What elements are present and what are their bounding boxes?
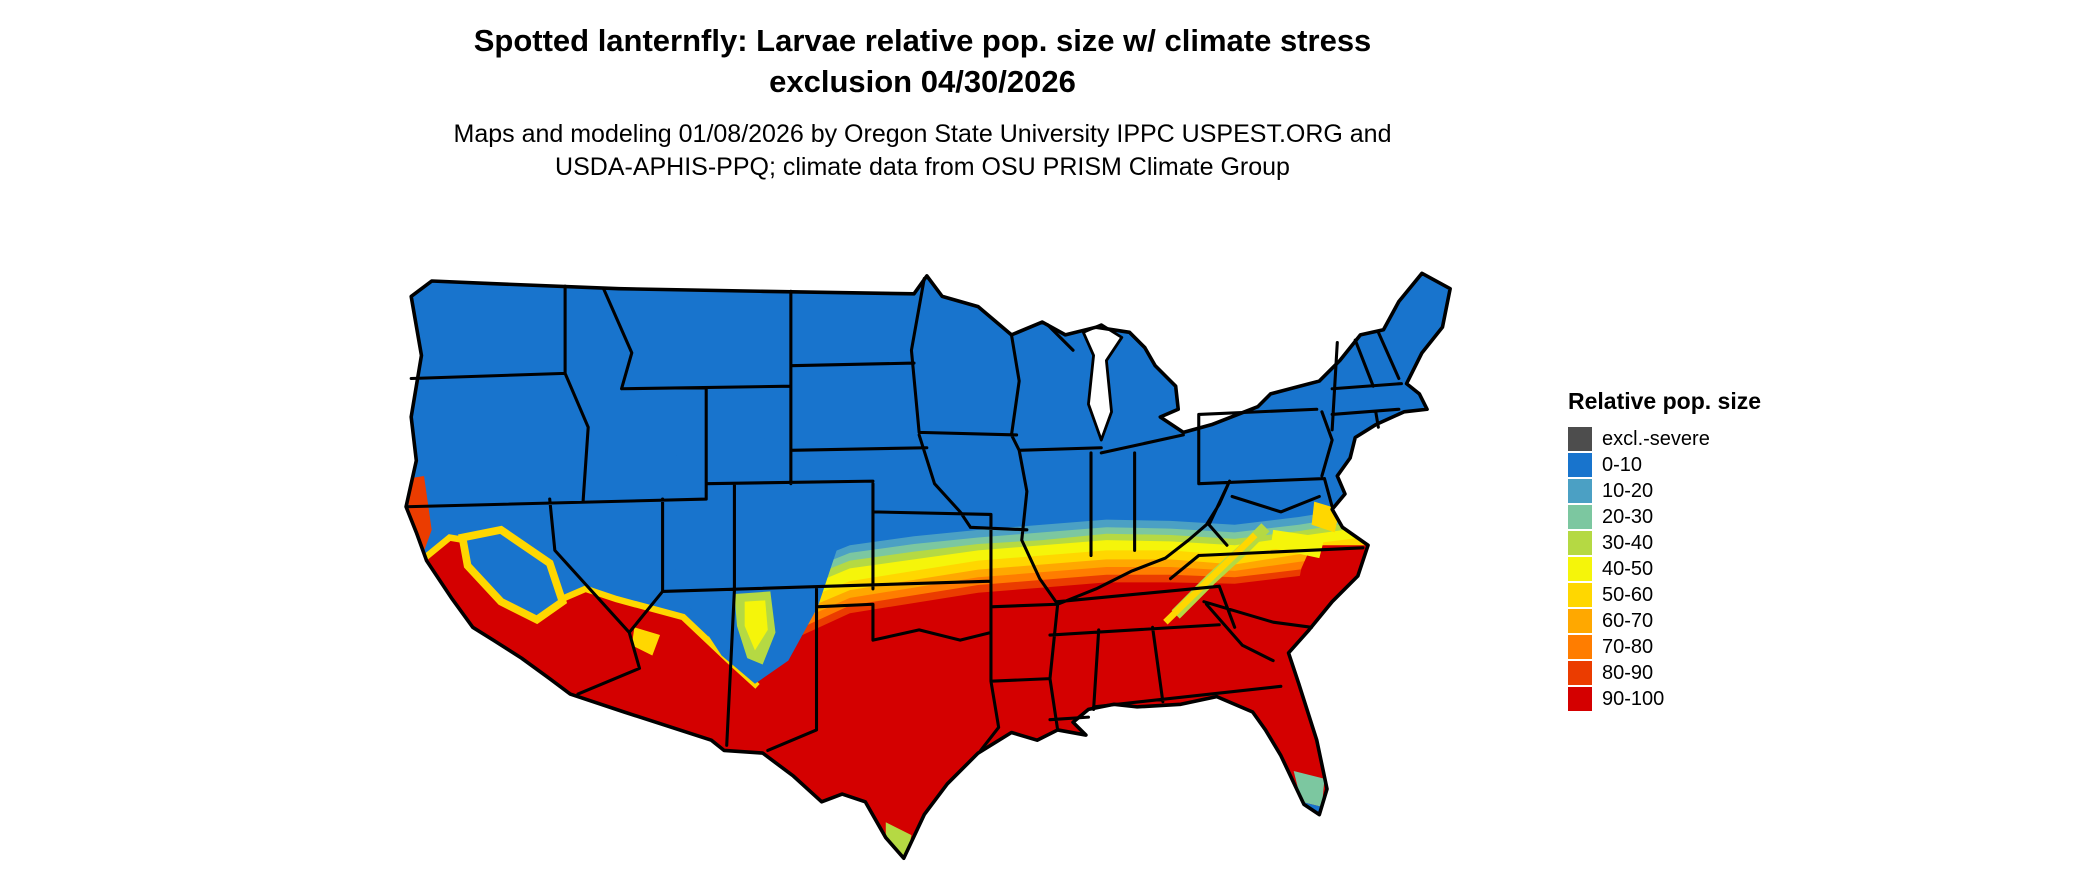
legend-swatch [1568, 531, 1592, 555]
legend-label: 50-60 [1602, 584, 1654, 606]
map-title-line2: exclusion 04/30/2026 [769, 64, 1076, 99]
legend-swatch [1568, 557, 1592, 581]
legend-item: 10-20 [1568, 479, 1761, 503]
raster-fill-layer [406, 273, 1451, 859]
legend-item: 50-60 [1568, 583, 1761, 607]
legend-label: 40-50 [1602, 558, 1654, 580]
patch-carolina-coast-high [1293, 545, 1369, 620]
legend-label: 10-20 [1602, 480, 1654, 502]
header: Spotted lanternfly: Larvae relative pop.… [0, 20, 1845, 184]
us-map [298, 222, 1530, 889]
state-borders [404, 276, 1403, 753]
map-subtitle: Maps and modeling 01/08/2026 by Oregon S… [0, 118, 1845, 184]
legend-swatch [1568, 635, 1592, 659]
us-outline [404, 271, 1452, 861]
legend-swatch [1568, 661, 1592, 685]
legend-item: excl.-severe [1568, 427, 1761, 451]
legend-item: 80-90 [1568, 661, 1761, 685]
patch-east-nm-tongue-core [744, 600, 768, 651]
map-subtitle-line1: Maps and modeling 01/08/2026 by Oregon S… [453, 120, 1392, 148]
patch-rockies-low [667, 437, 838, 684]
legend-swatch [1568, 453, 1592, 477]
legend-label: 30-40 [1602, 532, 1654, 554]
legend-item: 90-100 [1568, 687, 1761, 711]
patch-south-nv-warm [631, 627, 661, 656]
legend-swatch [1568, 687, 1592, 711]
us-map-svg [404, 271, 1452, 861]
legend-item: 0-10 [1568, 453, 1761, 477]
legend-swatch [1568, 583, 1592, 607]
patch-sierra-low [458, 525, 568, 625]
legend-label: excl.-severe [1602, 428, 1710, 450]
legend-items: excl.-severe 0-10 10-20 20-30 30-40 40-50 50-6… [1568, 427, 1761, 711]
legend-label: 90-100 [1602, 688, 1665, 710]
legend: Relative pop. size excl.-severe 0-10 10-20… [1568, 388, 1761, 713]
legend-item: 40-50 [1568, 557, 1761, 581]
legend-swatch [1568, 505, 1592, 529]
streak-appalachia-inner [1163, 532, 1258, 625]
legend-label: 60-70 [1602, 610, 1654, 632]
legend-item: 60-70 [1568, 609, 1761, 633]
legend-swatch [1568, 609, 1592, 633]
legend-item: 70-80 [1568, 635, 1761, 659]
legend-label: 0-10 [1602, 454, 1643, 476]
legend-label: 70-80 [1602, 636, 1654, 658]
map-subtitle-line2: USDA-APHIS-PPQ; climate data from OSU PR… [555, 153, 1290, 181]
legend-item: 30-40 [1568, 531, 1761, 555]
patch-norcal-coast [408, 475, 432, 559]
legend-label: 80-90 [1602, 662, 1654, 684]
legend-swatch [1568, 427, 1592, 451]
legend-label: 20-30 [1602, 506, 1654, 528]
legend-item: 20-30 [1568, 505, 1761, 529]
legend-title: Relative pop. size [1568, 388, 1762, 414]
map-title-line1: Spotted lanternfly: Larvae relative pop.… [473, 23, 1372, 58]
legend-swatch [1568, 479, 1592, 503]
